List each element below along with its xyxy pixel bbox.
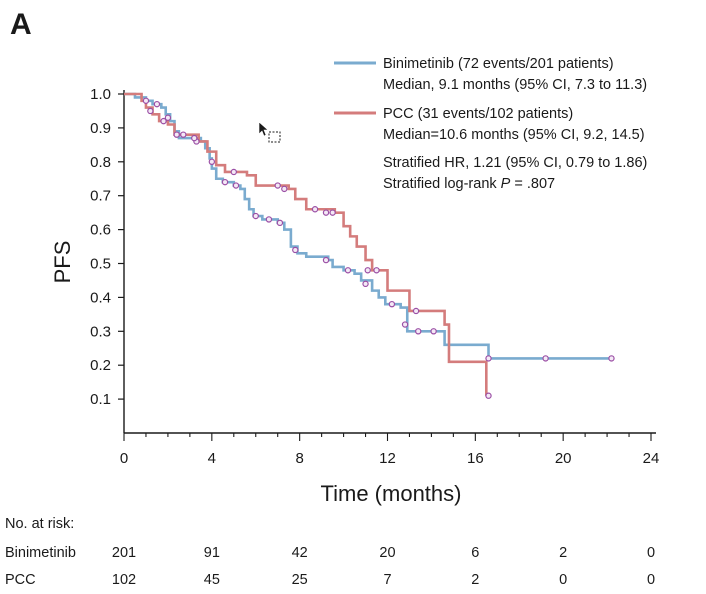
x-tick-label: 16 xyxy=(467,450,484,467)
y-ticks: 1.0 0.9 0.8 0.7 0.6 0.5 0.4 0.3 0.2 0.1 xyxy=(90,86,124,408)
censor-mark-pcc xyxy=(274,182,281,189)
y-tick-label: 0.3 xyxy=(90,323,111,340)
x-tick-label: 24 xyxy=(643,450,660,467)
censor-mark-pcc xyxy=(173,131,180,138)
risk-row-label-pcc: PCC xyxy=(5,572,36,588)
risk-table: No. at risk: Binimetinib PCC 201 91 42 20 6 2… xyxy=(5,516,655,588)
y-tick-label: 0.8 xyxy=(90,154,111,171)
risk-value: 201 xyxy=(112,545,136,561)
censor-mark-pcc xyxy=(311,206,319,213)
censor-mark-binimetinib xyxy=(292,246,299,254)
censor-mark-binimetinib xyxy=(415,328,422,335)
x-ticks: 0 4 8 12 16 20 24 xyxy=(120,433,660,467)
censor-mark-pcc xyxy=(322,209,330,216)
censor-mark-binimetinib xyxy=(401,321,409,328)
risk-values-pcc: 102 45 25 7 2 0 0 xyxy=(112,572,655,588)
x-tick-label: 20 xyxy=(555,450,572,467)
risk-value: 91 xyxy=(204,545,220,561)
risk-value: 6 xyxy=(471,545,479,561)
censor-mark-binimetinib xyxy=(362,280,369,288)
y-tick-label: 0.5 xyxy=(90,256,111,273)
y-tick-label: 0.1 xyxy=(90,391,111,408)
logrank-annotation: Stratified log-rank P = .807 xyxy=(383,176,555,192)
censor-mark-pcc xyxy=(208,158,216,165)
censor-mark-pcc xyxy=(485,392,492,399)
risk-value: 0 xyxy=(647,572,655,588)
censor-mark-pcc xyxy=(412,307,420,315)
risk-value: 0 xyxy=(559,572,567,588)
risk-value: 102 xyxy=(112,572,136,588)
logrank-p-symbol: P xyxy=(501,176,511,192)
risk-table-title: No. at risk: xyxy=(5,516,74,532)
x-tick-label: 12 xyxy=(379,450,396,467)
risk-value: 20 xyxy=(379,545,395,561)
censor-mark-binimetinib xyxy=(542,355,549,362)
censor-mark-binimetinib xyxy=(430,328,437,335)
y-tick-label: 0.7 xyxy=(90,188,111,205)
panel-label: A xyxy=(10,8,32,41)
x-tick-label: 8 xyxy=(295,450,303,467)
mouse-cursor-icon xyxy=(258,121,281,143)
censor-mark-pcc xyxy=(191,134,198,142)
y-axis-title: PFS xyxy=(50,241,75,284)
legend-pcc-line2: Median=10.6 months (95% CI, 9.2, 14.5) xyxy=(383,127,645,143)
risk-value: 2 xyxy=(471,572,479,588)
censor-mark-binimetinib xyxy=(485,355,492,362)
censor-mark-binimetinib xyxy=(322,256,330,264)
censor-mark-binimetinib xyxy=(388,300,396,308)
legend-pcc-line1: PCC (31 events/102 patients) xyxy=(383,106,573,122)
risk-value: 42 xyxy=(292,545,308,561)
censor-mark-pcc xyxy=(180,131,187,138)
censor-mark-binimetinib xyxy=(608,355,615,362)
logrank-value: = .807 xyxy=(510,176,555,192)
legend: Binimetinib (72 events/201 patients) Med… xyxy=(334,56,647,192)
censor-mark-pcc xyxy=(281,185,288,193)
y-tick-label: 0.9 xyxy=(90,120,111,137)
series-line-pcc xyxy=(124,92,488,396)
y-tick-label: 1.0 xyxy=(90,86,111,103)
risk-row-label-binimetinib: Binimetinib xyxy=(5,545,76,561)
x-tick-label: 4 xyxy=(208,450,216,467)
censor-mark-pcc xyxy=(373,267,380,274)
censor-mark-binimetinib xyxy=(142,97,150,104)
censor-mark-binimetinib xyxy=(344,267,352,274)
censor-mark-binimetinib xyxy=(276,219,284,227)
risk-value: 25 xyxy=(292,572,308,588)
hr-annotation: Stratified HR, 1.21 (95% CI, 0.79 to 1.8… xyxy=(383,155,647,171)
censor-mark-pcc xyxy=(230,168,237,176)
y-tick-label: 0.4 xyxy=(90,289,111,306)
legend-binimetinib-line2: Median, 9.1 months (95% CI, 7.3 to 11.3) xyxy=(383,77,647,93)
y-tick-label: 0.6 xyxy=(90,222,111,239)
censor-mark-pcc xyxy=(329,209,336,216)
censor-mark-binimetinib xyxy=(164,114,172,121)
censor-mark-binimetinib xyxy=(265,216,273,223)
x-tick-label: 0 xyxy=(120,450,128,467)
censor-mark-pcc xyxy=(160,117,167,125)
risk-values-binimetinib: 201 91 42 20 6 2 0 xyxy=(112,545,655,561)
censor-marks xyxy=(142,97,615,399)
censor-mark-pcc xyxy=(147,107,154,115)
censor-mark-binimetinib xyxy=(232,182,240,189)
risk-value: 2 xyxy=(559,545,567,561)
censor-mark-binimetinib xyxy=(153,100,161,108)
risk-value: 0 xyxy=(647,545,655,561)
logrank-prefix: Stratified log-rank xyxy=(383,176,501,192)
censor-mark-binimetinib xyxy=(252,212,259,220)
risk-value: 45 xyxy=(204,572,220,588)
x-axis-title: Time (months) xyxy=(321,481,462,506)
legend-binimetinib-line1: Binimetinib (72 events/201 patients) xyxy=(383,56,614,72)
y-tick-label: 0.2 xyxy=(90,357,111,374)
censor-mark-pcc xyxy=(364,267,371,274)
risk-value: 7 xyxy=(383,572,391,588)
censor-mark-binimetinib xyxy=(221,178,229,186)
